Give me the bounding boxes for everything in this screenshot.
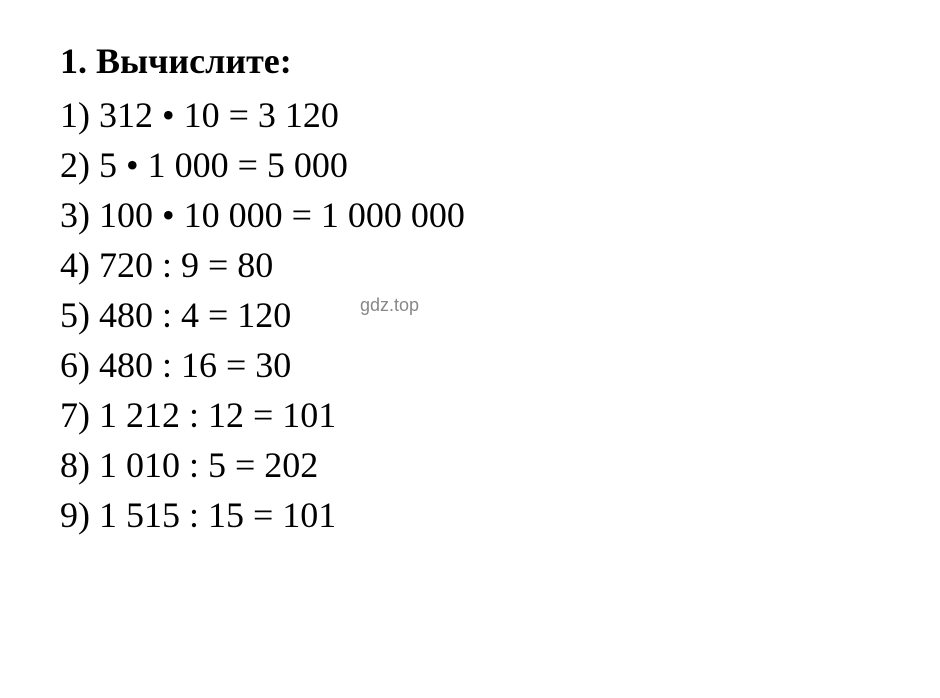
equation-line: 1) 312 • 10 = 3 120 xyxy=(60,94,880,136)
exercise-title: 1. Вычислите: xyxy=(60,40,880,82)
equation-line: 3) 100 • 10 000 = 1 000 000 xyxy=(60,194,880,236)
equation-line: 4) 720 : 9 = 80 xyxy=(60,244,880,286)
equation-line: 9) 1 515 : 15 = 101 xyxy=(60,494,880,536)
equation-list: 1) 312 • 10 = 3 120 2) 5 • 1 000 = 5 000… xyxy=(60,94,880,536)
equation-line: 2) 5 • 1 000 = 5 000 xyxy=(60,144,880,186)
equation-line: 5) 480 : 4 = 120 xyxy=(60,294,880,336)
watermark-text: gdz.top xyxy=(360,295,419,316)
equation-line: 7) 1 212 : 12 = 101 xyxy=(60,394,880,436)
equation-line: 8) 1 010 : 5 = 202 xyxy=(60,444,880,486)
equation-line: 6) 480 : 16 = 30 xyxy=(60,344,880,386)
